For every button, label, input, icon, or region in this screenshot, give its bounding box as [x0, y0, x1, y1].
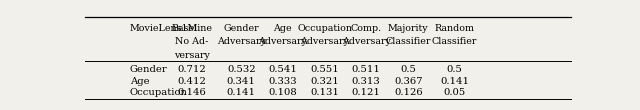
- Text: Comp.: Comp.: [351, 24, 381, 33]
- Text: 0.108: 0.108: [268, 88, 297, 97]
- Text: 0.333: 0.333: [268, 77, 297, 86]
- Text: Gender: Gender: [223, 24, 259, 33]
- Text: Classifier: Classifier: [432, 38, 477, 47]
- Text: 0.5: 0.5: [401, 65, 416, 74]
- Text: Occupation: Occupation: [297, 24, 352, 33]
- Text: 0.05: 0.05: [444, 88, 466, 97]
- Text: 0.532: 0.532: [227, 65, 255, 74]
- Text: Random: Random: [435, 24, 474, 33]
- Text: Occupation: Occupation: [129, 88, 188, 97]
- Text: 0.313: 0.313: [352, 77, 381, 86]
- Text: 0.367: 0.367: [394, 77, 422, 86]
- Text: No Ad-: No Ad-: [175, 38, 208, 47]
- Text: 0.146: 0.146: [177, 88, 206, 97]
- Text: 0.121: 0.121: [352, 88, 381, 97]
- Text: Classifier: Classifier: [386, 38, 431, 47]
- Text: Age: Age: [273, 24, 292, 33]
- Text: Adversary: Adversary: [217, 38, 266, 47]
- Text: 0.126: 0.126: [394, 88, 422, 97]
- Text: Adversary: Adversary: [258, 38, 307, 47]
- Text: 0.321: 0.321: [310, 77, 339, 86]
- Text: Majority: Majority: [388, 24, 429, 33]
- Text: 0.5: 0.5: [447, 65, 463, 74]
- Text: 0.341: 0.341: [227, 77, 255, 86]
- Text: 0.141: 0.141: [440, 77, 469, 86]
- Text: MovieLens1M: MovieLens1M: [129, 24, 198, 33]
- Text: Adversary: Adversary: [300, 38, 349, 47]
- Text: Baseline: Baseline: [171, 24, 212, 33]
- Text: 0.712: 0.712: [177, 65, 206, 74]
- Text: 0.541: 0.541: [268, 65, 297, 74]
- Text: 0.412: 0.412: [177, 77, 206, 86]
- Text: Age: Age: [129, 77, 149, 86]
- Text: versary: versary: [173, 51, 209, 60]
- Text: 0.511: 0.511: [352, 65, 381, 74]
- Text: Gender: Gender: [129, 65, 167, 74]
- Text: Adversary: Adversary: [342, 38, 390, 47]
- Text: 0.551: 0.551: [310, 65, 339, 74]
- Text: 0.131: 0.131: [310, 88, 339, 97]
- Text: 0.141: 0.141: [227, 88, 256, 97]
